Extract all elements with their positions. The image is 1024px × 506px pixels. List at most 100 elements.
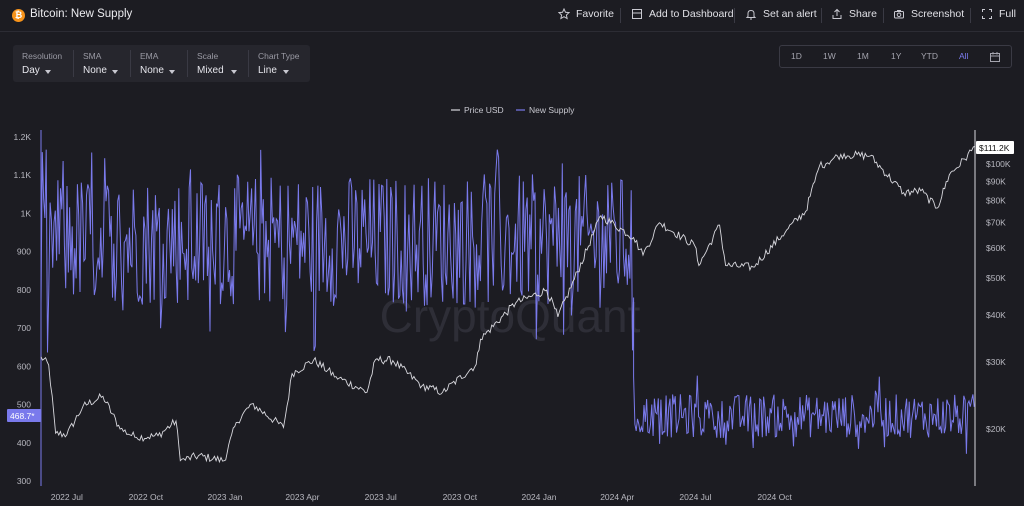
top-bar: ₿ Bitcoin: New Supply Favorite Add to Da… [0, 0, 1024, 32]
full-label: Full [999, 8, 1016, 20]
x-axis: 2022 Jul 2022 Oct 2023 Jan 2023 Apr 2023 Jul… [51, 492, 793, 502]
right-tick-label: $100K [986, 159, 1011, 169]
page-title: Bitcoin: New Supply [30, 8, 133, 20]
right-tick-label: $20K [986, 424, 1006, 434]
share-button[interactable]: Share [831, 8, 877, 20]
divider [734, 8, 735, 23]
right-tick-label: $60K [986, 243, 1006, 253]
bitcoin-icon: ₿ [12, 9, 25, 22]
left-tick-label: 900 [17, 247, 31, 257]
range-1m[interactable]: 1M [857, 51, 869, 61]
divider [883, 8, 884, 23]
range-ytd[interactable]: YTD [921, 51, 938, 61]
divider [73, 50, 74, 77]
sma-select[interactable]: SMA None [74, 45, 130, 82]
resolution-value: Day [22, 65, 40, 76]
range-1y[interactable]: 1Y [891, 51, 902, 61]
chevron-down-icon [283, 70, 289, 74]
divider [821, 8, 822, 23]
scale-label: Scale [197, 51, 219, 61]
right-tick-label: $70K [986, 218, 1006, 228]
new-supply-series-line [40, 149, 975, 454]
chart-type-label: Chart Type [258, 51, 300, 61]
supply-badge-background [7, 409, 41, 422]
x-tick-label: 2023 Apr [285, 492, 319, 502]
left-tick-label: 1K [21, 208, 32, 218]
range-all[interactable]: All [959, 51, 969, 61]
right-tick-label: $90K [986, 176, 1006, 186]
legend: Price USD New Supply [451, 105, 575, 115]
watermark: CryptoQuant [380, 290, 641, 342]
ema-label: EMA [140, 51, 159, 61]
supply-last-value: 468.7* [10, 411, 35, 421]
price-last-value: $111.2K [979, 143, 1010, 153]
chevron-down-icon [45, 70, 51, 74]
dashboard-icon [632, 9, 642, 19]
right-tick-label: $50K [986, 273, 1006, 283]
favorite-label: Favorite [576, 8, 614, 20]
right-tick-label: $30K [986, 357, 1006, 367]
price-badge-background [976, 141, 1014, 154]
x-tick-label: 2023 Oct [443, 492, 478, 502]
x-tick-label: 2023 Jul [365, 492, 397, 502]
divider [130, 50, 131, 77]
range-selector: 1D 1W 1M 1Y YTD All [779, 45, 1012, 68]
supply-last-value-badge: 468.7* [7, 409, 41, 422]
fullscreen-icon [982, 9, 992, 19]
divider [620, 8, 621, 23]
set-alert-button[interactable]: Set an alert [745, 8, 817, 20]
left-tick-label: 300 [17, 476, 31, 486]
chart-type-value: Line [258, 65, 277, 76]
x-tick-label: 2024 Oct [757, 492, 792, 502]
left-tick-label: 1.2K [14, 132, 32, 142]
scale-value: Mixed [197, 65, 224, 76]
camera-icon [894, 10, 904, 19]
x-tick-label: 2024 Jul [679, 492, 711, 502]
set-alert-label: Set an alert [763, 8, 817, 20]
legend-supply-label[interactable]: New Supply [529, 105, 575, 115]
range-1d[interactable]: 1D [791, 51, 802, 61]
bell-icon [745, 9, 757, 20]
resolution-select[interactable]: Resolution Day [13, 45, 71, 82]
favorite-button[interactable]: Favorite [558, 8, 614, 20]
add-to-dashboard-button[interactable]: Add to Dashboard [631, 8, 734, 20]
price-series-line [40, 146, 976, 464]
divider [187, 50, 188, 77]
divider [248, 50, 249, 77]
calendar-icon[interactable] [989, 51, 1001, 63]
add-to-dashboard-label: Add to Dashboard [649, 8, 734, 20]
sma-value: None [83, 65, 107, 76]
new-supply-chart: CryptoQuant Price USD New Supply 300 400 5… [7, 105, 1014, 502]
chevron-down-icon [169, 70, 175, 74]
sma-label: SMA [83, 51, 102, 61]
screenshot-button[interactable]: Screenshot [893, 8, 964, 20]
ema-select[interactable]: EMA None [131, 45, 187, 82]
legend-price-label[interactable]: Price USD [464, 105, 504, 115]
full-button[interactable]: Full [981, 8, 1016, 20]
star-icon [558, 8, 570, 20]
resolution-label: Resolution [22, 51, 63, 61]
left-tick-label: 800 [17, 285, 31, 295]
range-1w[interactable]: 1W [823, 51, 836, 61]
ema-value: None [140, 65, 164, 76]
chart-type-select[interactable]: Chart Type Line [249, 45, 310, 82]
left-tick-label: 700 [17, 323, 31, 333]
chart-controls: Resolution Day SMA None EMA None Scale M… [13, 45, 310, 82]
price-last-value-badge: $111.2K [976, 141, 1014, 154]
screenshot-label: Screenshot [911, 8, 965, 20]
scale-select[interactable]: Scale Mixed [188, 45, 246, 82]
x-tick-label: 2024 Apr [600, 492, 634, 502]
right-tick-label: $80K [986, 196, 1006, 206]
chevron-down-icon [112, 70, 118, 74]
x-tick-label: 2022 Jul [51, 492, 83, 502]
left-tick-label: 400 [17, 438, 31, 448]
x-tick-label: 2024 Jan [521, 492, 556, 502]
share-label: Share [849, 8, 878, 20]
left-tick-label: 600 [17, 361, 31, 371]
right-axis: $20K $30K $40K $50K $60K $70K $80K $90K $100K [986, 159, 1011, 434]
divider [970, 8, 971, 23]
x-tick-label: 2022 Oct [129, 492, 164, 502]
share-icon [832, 8, 842, 19]
right-tick-label: $40K [986, 310, 1006, 320]
left-tick-label: 500 [17, 400, 31, 410]
